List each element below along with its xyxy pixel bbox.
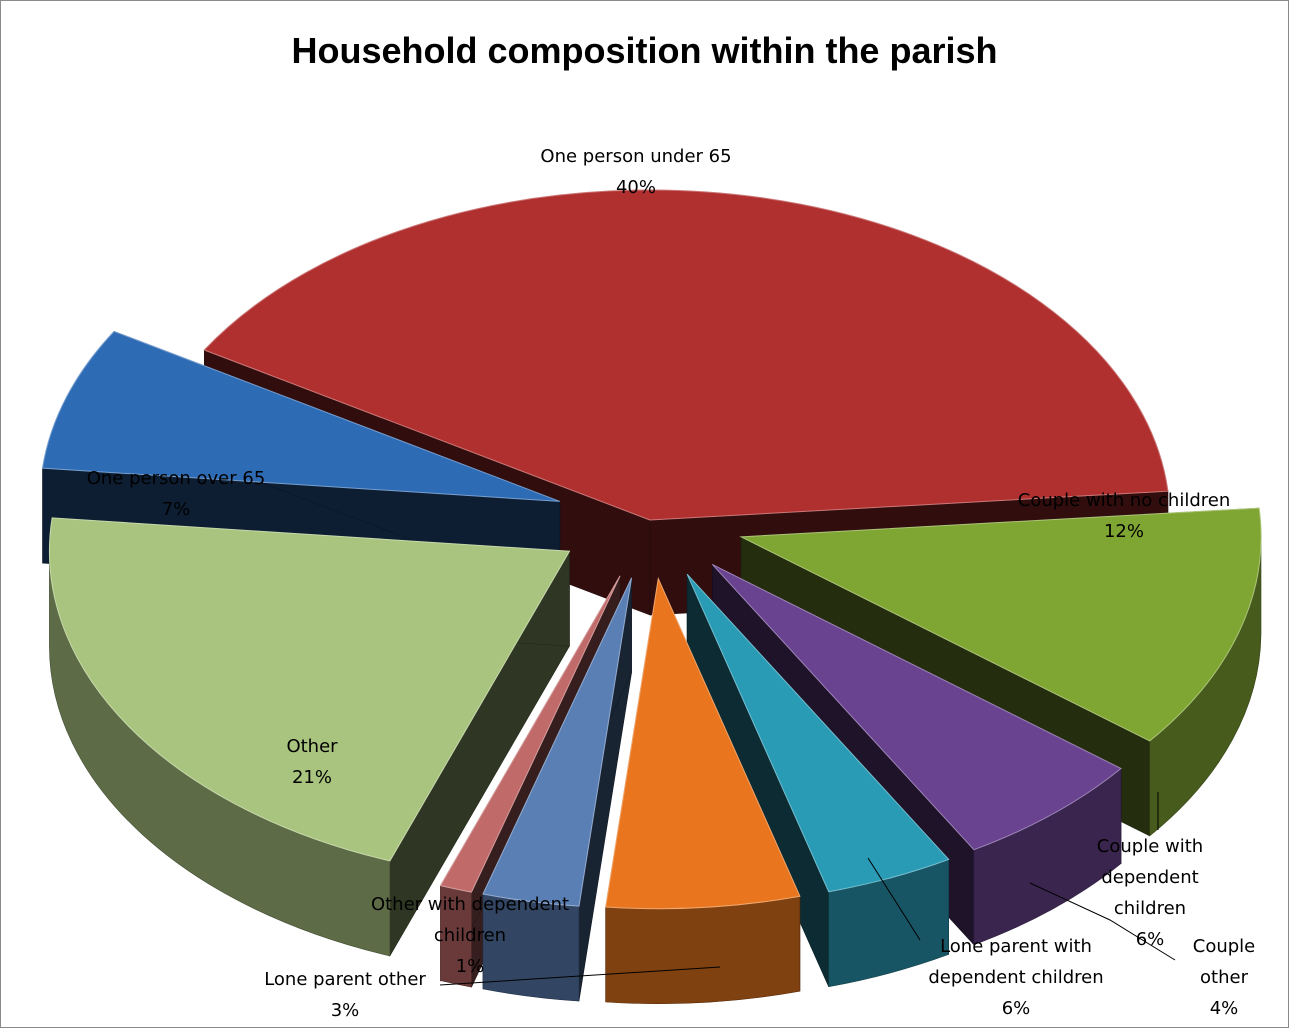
slice-label-lone-parent-other: Lone parent other 3% xyxy=(264,969,426,1021)
slice-percent: 7% xyxy=(162,499,191,520)
slice-top-face xyxy=(48,517,571,862)
slice-top-face xyxy=(482,577,633,907)
slice-label-couple-with-no-children: Couple with no children 12% xyxy=(1018,490,1230,542)
chart-title: Household composition within the parish xyxy=(291,30,998,71)
slice-percent: 12% xyxy=(1104,521,1144,542)
slice-percent: 6% xyxy=(1136,929,1165,950)
leader-line-lone-parent-with-dependent-children xyxy=(867,857,921,941)
slice-label-lone-parent-with-dependent-children: Lone parent with dependent children 6% xyxy=(928,936,1103,1019)
slice-percent: 3% xyxy=(331,1000,360,1021)
slice-label-line: children xyxy=(434,925,506,946)
slice-percent: 1% xyxy=(456,956,485,977)
slice-outer-wall xyxy=(605,895,801,1004)
pie-slice-lone-parent-with-dependent-children xyxy=(605,576,801,1004)
slice-label-line: Other with dependent xyxy=(371,894,569,915)
slice-label-line: other xyxy=(1200,967,1249,988)
slice-label-line: Couple with no children xyxy=(1018,490,1230,511)
leader-line-couple-other xyxy=(1029,882,1176,961)
slice-percent: 6% xyxy=(1002,998,1031,1019)
slice-percent: 4% xyxy=(1210,998,1239,1019)
slice-label-one-person-over-65: One person over 65 7% xyxy=(87,468,266,520)
slice-top-face xyxy=(605,576,801,910)
slice-label-one-person-under-65: One person under 65 40% xyxy=(540,146,731,198)
slice-label-line: dependent children xyxy=(928,967,1103,988)
slice-label-line: children xyxy=(1114,898,1186,919)
slice-label-line: Lone parent other xyxy=(264,969,426,990)
slice-label-other-with-dependent-children: Other with dependent children 1% xyxy=(371,894,569,977)
slice-label-line: One person over 65 xyxy=(87,468,266,489)
slice-label-line: Other xyxy=(286,736,338,757)
slice-top-face xyxy=(203,189,1169,521)
leader-line-lone-parent-other xyxy=(439,966,721,986)
slice-top-face xyxy=(439,575,621,893)
slice-label-line: dependent xyxy=(1101,867,1198,888)
slice-label-couple-with-dependent-children: Couple with dependent children 6% xyxy=(1097,836,1203,950)
slice-top-face xyxy=(711,564,1122,851)
slice-top-face xyxy=(686,573,950,893)
slice-percent: 21% xyxy=(292,767,332,788)
slice-top-face xyxy=(41,330,561,502)
pie-slice-lone-parent-other xyxy=(482,577,633,1002)
slice-top-face xyxy=(739,507,1262,742)
pie-slice-other xyxy=(48,517,571,958)
slice-label-line: Lone parent with xyxy=(940,936,1092,957)
slice-label-line: Couple with xyxy=(1097,836,1203,857)
slice-label-line: One person under 65 xyxy=(540,146,731,167)
slice-label-other: Other 21% xyxy=(286,736,338,788)
slice-label-line: Couple xyxy=(1193,936,1256,957)
slice-label-couple-other: Couple other 4% xyxy=(1193,936,1256,1019)
slice-percent: 40% xyxy=(616,177,656,198)
